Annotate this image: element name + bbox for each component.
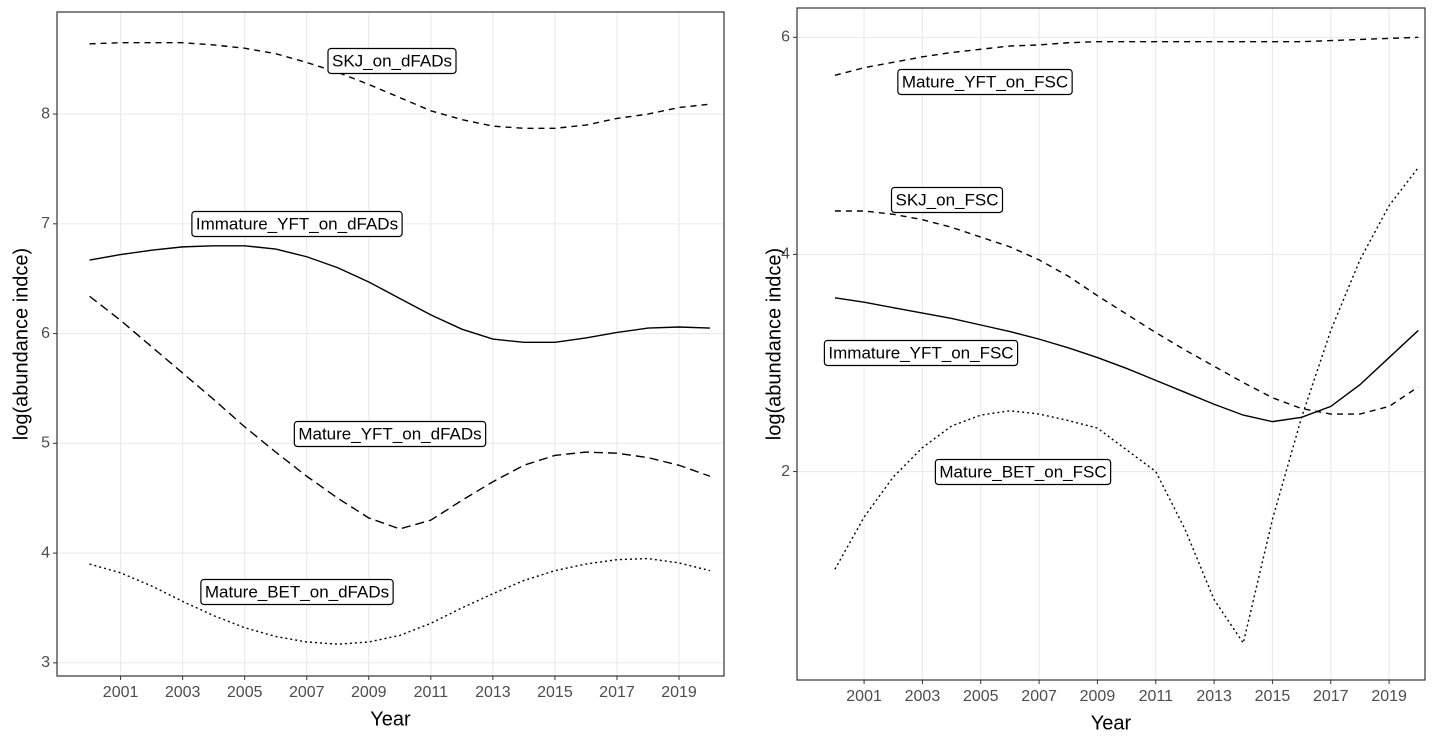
- x-tick-label: 2009: [351, 684, 387, 701]
- series-label: Mature_YFT_on_dFADs: [293, 420, 487, 448]
- x-tick-label: 2009: [1080, 688, 1116, 705]
- series-label: SKJ_on_dFADs: [327, 47, 457, 75]
- x-tick-label: 2017: [1313, 688, 1349, 705]
- x-tick-label: 2011: [1139, 688, 1174, 705]
- series-label-text: SKJ_on_FSC: [896, 190, 999, 209]
- series-label-text: Mature_YFT_on_FSC: [902, 72, 1068, 91]
- series-line: [834, 297, 1419, 423]
- label-box: [823, 339, 1019, 367]
- series-line: [834, 210, 1419, 415]
- x-tick-label: 2007: [289, 684, 325, 701]
- x-tick-label: 2013: [475, 684, 511, 701]
- series-label-text: Mature_BET_on_dFADs: [205, 582, 389, 601]
- series-label-text: Mature_YFT_on_dFADs: [298, 424, 481, 443]
- series-line: [89, 295, 711, 530]
- plot-background: [57, 12, 724, 676]
- x-tick-label: 2015: [537, 684, 573, 701]
- label-box: [293, 420, 487, 448]
- label-box: [191, 210, 403, 238]
- panel: 2 4 6 2001 2003 2005 2007 2009 2011 2013 2015 2017 2…: [763, 7, 1426, 734]
- series-label: Immature_YFT_on_FSC: [823, 339, 1019, 367]
- series-label-text: SKJ_on_dFADs: [332, 51, 452, 70]
- x-tick-label: 2019: [661, 684, 697, 701]
- series-label: SKJ_on_FSC: [890, 186, 1004, 214]
- x-axis-title: Year: [370, 708, 411, 730]
- y-tick-label: 7: [41, 215, 50, 232]
- label-box: [200, 578, 394, 606]
- y-tick-label: 4: [781, 246, 790, 263]
- series-label: Mature_YFT_on_FSC: [897, 68, 1073, 96]
- series-line: [89, 557, 711, 645]
- y-tick-label: 3: [41, 654, 50, 671]
- series-label: Immature_YFT_on_dFADs: [191, 210, 403, 238]
- x-tick-label: 2003: [905, 688, 941, 705]
- x-tick-label: 2001: [846, 688, 882, 705]
- y-axis-title: log(abundance indce): [10, 248, 32, 440]
- series-label: Mature_BET_on_FSC: [934, 458, 1112, 486]
- x-tick-label: 2005: [963, 688, 999, 705]
- x-tick-label: 2015: [1255, 688, 1291, 705]
- y-tick-label: 5: [41, 435, 50, 452]
- label-box: [890, 186, 1004, 214]
- series-label-text: Immature_YFT_on_FSC: [828, 343, 1013, 362]
- x-tick-label: 2001: [103, 684, 139, 701]
- y-tick-label: 8: [41, 105, 50, 122]
- x-tick-label: 2007: [1021, 688, 1057, 705]
- x-tick-label: 2003: [165, 684, 201, 701]
- series-label-text: Mature_BET_on_FSC: [939, 462, 1106, 481]
- series-label-text: Immature_YFT_on_dFADs: [196, 214, 398, 233]
- label-box: [327, 47, 457, 75]
- x-tick-label: 2013: [1196, 688, 1232, 705]
- x-tick-label: 2011: [414, 684, 449, 701]
- y-axis-title: log(abundance indce): [763, 248, 785, 440]
- y-tick-label: 4: [41, 544, 50, 561]
- y-tick-label: 6: [41, 325, 50, 342]
- y-tick-label: 2: [781, 463, 790, 480]
- x-tick-label: 2005: [227, 684, 263, 701]
- label-box: [897, 68, 1073, 96]
- y-tick-label: 6: [781, 29, 790, 46]
- x-tick-label: 2017: [599, 684, 635, 701]
- series-line: [89, 245, 711, 344]
- label-box: [934, 458, 1112, 486]
- plot-border: [56, 11, 725, 677]
- panel: 3 4 5 6 7 8 2001 2003 2005 2007 2009 2011 2013 2015 20…: [10, 11, 725, 730]
- plot-border: [796, 7, 1426, 681]
- series-line: [834, 36, 1419, 76]
- series-line: [89, 42, 711, 130]
- x-tick-label: 2019: [1371, 688, 1407, 705]
- x-axis-title: Year: [1091, 712, 1132, 734]
- series-label: Mature_BET_on_dFADs: [200, 578, 394, 606]
